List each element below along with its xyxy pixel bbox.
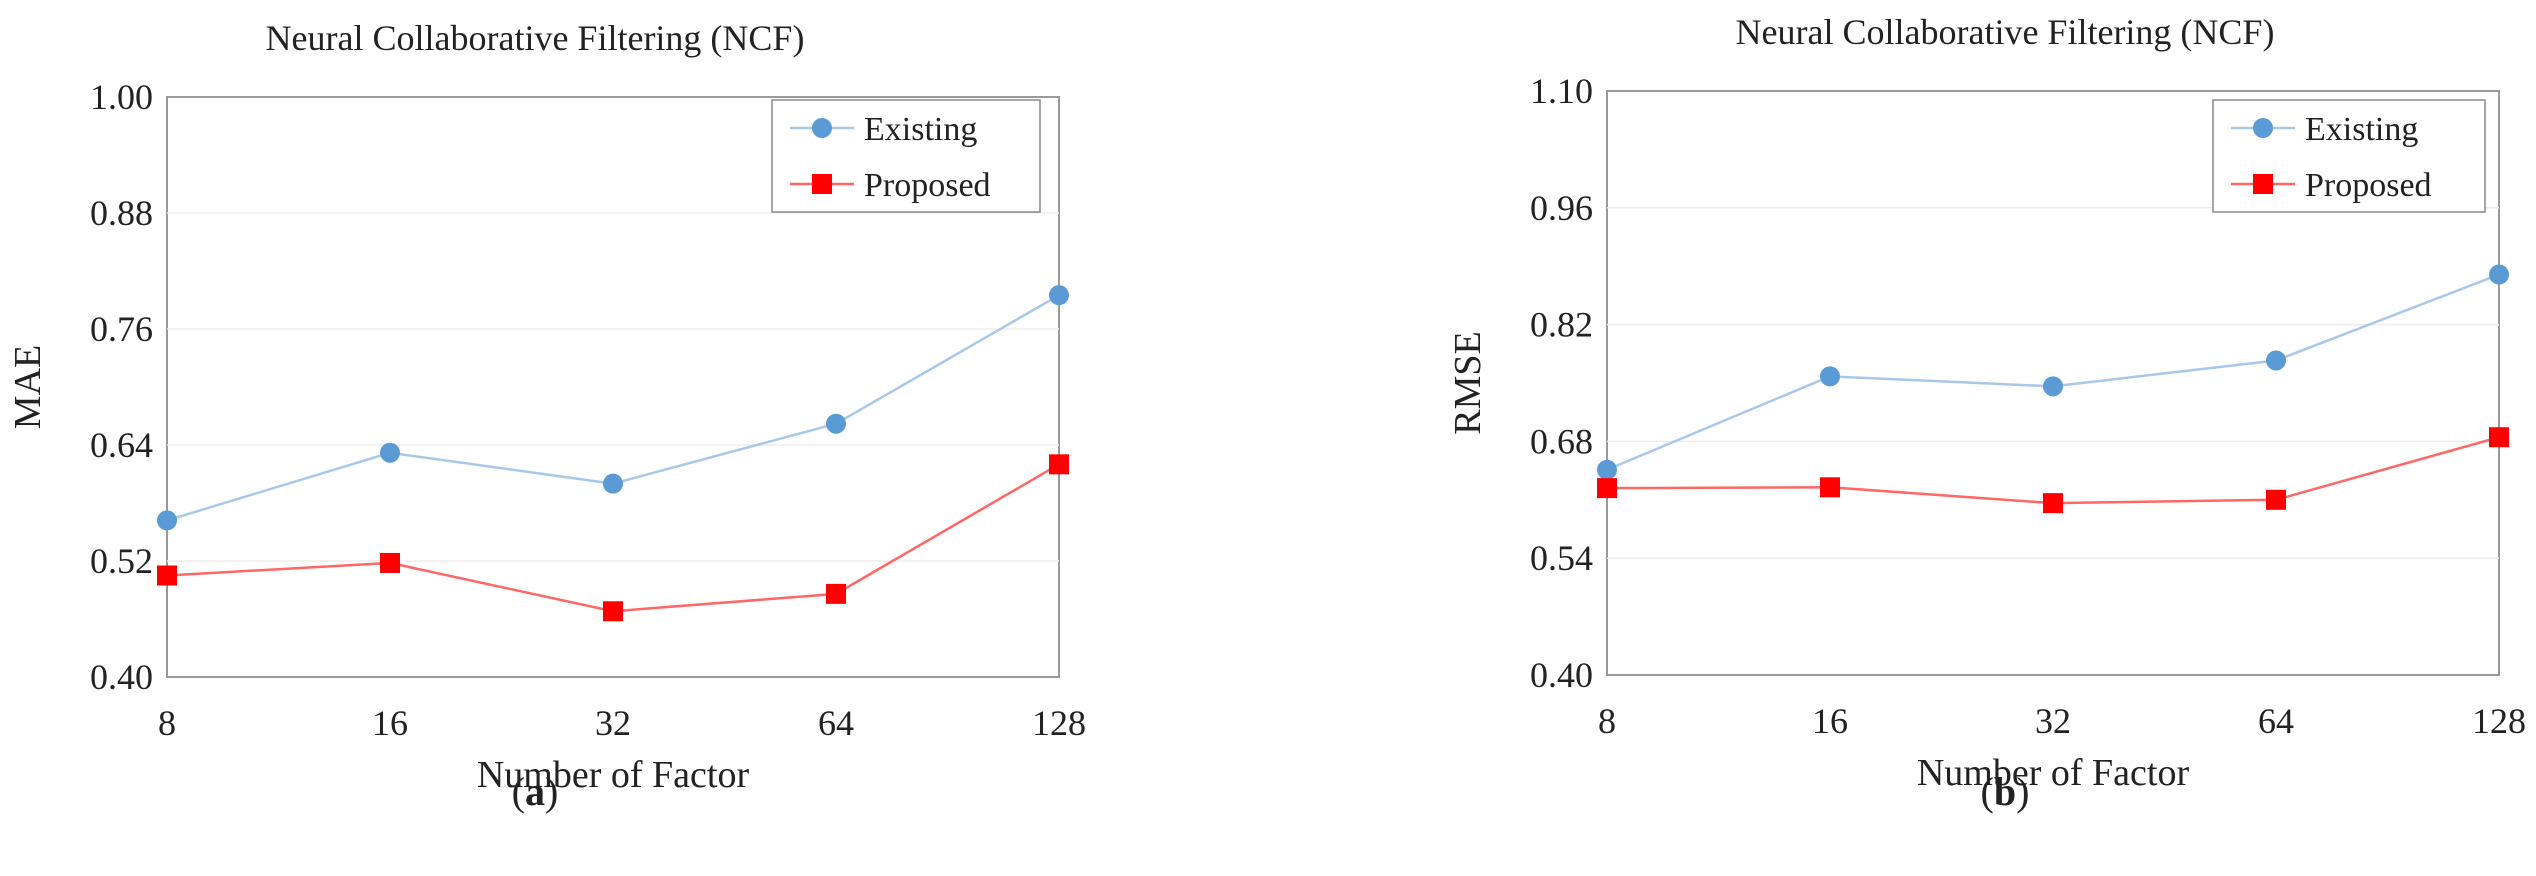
- data-point-proposed: [603, 601, 623, 622]
- x-tick-label: 128: [2472, 701, 2526, 741]
- x-tick-label: 32: [595, 703, 631, 743]
- data-point-existing: [1820, 366, 1840, 387]
- data-point-existing: [1597, 459, 1617, 480]
- legend-label-existing: Existing: [2305, 111, 2418, 148]
- y-tick-label: 0.82: [1530, 305, 1593, 345]
- data-point-existing: [2489, 264, 2509, 285]
- data-point-existing: [157, 510, 177, 531]
- data-point-existing: [2043, 376, 2063, 397]
- y-tick-label: 0.64: [90, 425, 153, 465]
- data-point-proposed: [380, 552, 400, 573]
- plot-frame: [166, 96, 1060, 678]
- y-axis-label: RMSE: [1447, 331, 1489, 434]
- chart-title: Neural Collaborative Filtering (NCF): [1736, 12, 2275, 52]
- legend-label-proposed: Proposed: [2305, 167, 2432, 204]
- x-tick-label: 16: [372, 703, 408, 743]
- x-tick-label: 64: [2258, 701, 2294, 741]
- chart-rmse: 0.40 0.54 0.68 0.82 0.96 1.10 8 16 32 64 128 Neural…: [1447, 12, 2526, 794]
- data-point-existing: [2266, 350, 2286, 371]
- y-tick-label: 0.68: [1530, 421, 1593, 461]
- panel-label-a: (a): [512, 769, 559, 814]
- legend-label-existing: Existing: [864, 111, 977, 148]
- data-point-proposed: [1597, 478, 1617, 499]
- legend-marker-existing: [812, 118, 832, 138]
- data-point-proposed: [2489, 427, 2509, 448]
- chart-title: Neural Collaborative Filtering (NCF): [266, 18, 805, 58]
- y-tick-label: 1.00: [90, 77, 153, 117]
- legend-marker-proposed: [812, 174, 832, 194]
- x-tick-label: 8: [158, 703, 176, 743]
- y-axis-label: MAE: [7, 345, 49, 429]
- plot-frame: [1606, 90, 2500, 676]
- y-tick-label: 0.76: [90, 309, 153, 349]
- y-tick-label: 0.88: [90, 193, 153, 233]
- series-line-existing: [1606, 273, 2500, 471]
- panel-label-b: (b): [1981, 769, 2030, 814]
- x-axis-label: Number of Factor: [477, 754, 750, 796]
- legend-label-proposed: Proposed: [864, 167, 991, 204]
- y-tick-label: 0.40: [90, 657, 153, 697]
- data-point-proposed: [2266, 489, 2286, 510]
- x-tick-label: 128: [1032, 703, 1086, 743]
- x-axis-label: Number of Factor: [1917, 752, 2190, 794]
- y-tick-label: 1.10: [1530, 71, 1593, 111]
- chart-mae: 0.40 0.52 0.64 0.76 0.88 1.00 8 16 32 64 128 Neural…: [7, 18, 1086, 796]
- data-point-existing: [603, 473, 623, 494]
- data-point-proposed: [157, 565, 177, 586]
- x-tick-label: 16: [1812, 701, 1848, 741]
- x-tick-label: 64: [818, 703, 854, 743]
- y-tick-label: 0.40: [1530, 655, 1593, 695]
- y-tick-label: 0.54: [1530, 538, 1593, 578]
- data-point-proposed: [1820, 477, 1840, 498]
- data-point-proposed: [1049, 454, 1069, 475]
- x-tick-label: 32: [2035, 701, 2071, 741]
- y-tick-label: 0.52: [90, 541, 153, 581]
- data-point-existing: [826, 413, 846, 434]
- data-point-proposed: [2043, 493, 2063, 514]
- legend-marker-existing: [2253, 118, 2273, 138]
- y-tick-label: 0.96: [1530, 188, 1593, 228]
- data-point-existing: [1049, 285, 1069, 306]
- x-tick-label: 8: [1598, 701, 1616, 741]
- data-point-proposed: [826, 583, 846, 604]
- legend-marker-proposed: [2253, 174, 2273, 194]
- data-point-existing: [380, 442, 400, 463]
